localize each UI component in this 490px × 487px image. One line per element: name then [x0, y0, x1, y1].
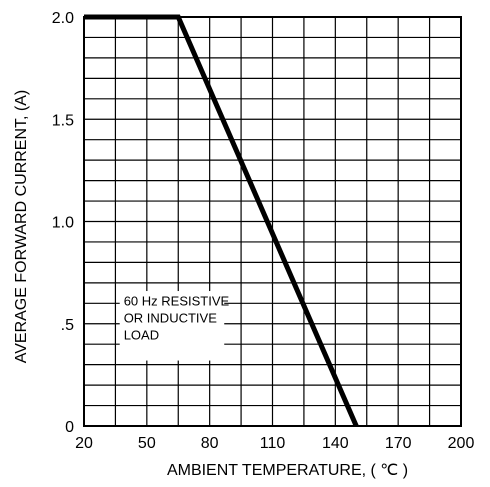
y-tick-label: 0 [65, 419, 74, 436]
tick-labels: 20 50 80 110 140 170 200 0 .5 1.0 1.5 2.0 [52, 10, 475, 452]
y-tick-label: 1.0 [52, 215, 74, 232]
x-tick-label: 110 [260, 435, 286, 452]
annotation-line-3: LOAD [124, 327, 159, 342]
x-tick-label: 80 [201, 435, 219, 452]
series-line [84, 14, 359, 427]
y-tick-label: 2.0 [52, 10, 74, 27]
y-tick-label: .5 [61, 317, 74, 334]
load-annotation: 60 Hz RESISTIVE OR INDUCTIVE LOAD [119, 291, 230, 361]
annotation-line-2: OR INDUCTIVE [124, 310, 218, 325]
x-tick-label: 50 [138, 435, 156, 452]
x-tick-label: 140 [322, 435, 349, 452]
x-axis-title: AMBIENT TEMPERATURE, ( ℃ ) [167, 462, 408, 479]
annotation-line-1: 60 Hz RESISTIVE [124, 293, 230, 308]
series-group [84, 14, 359, 427]
plot-frame [83, 16, 462, 427]
x-tick-label: 170 [385, 435, 412, 452]
y-axis-title: AVERAGE FORWARD CURRENT, (A) [13, 90, 30, 364]
x-tick-label: 20 [75, 435, 93, 452]
y-tick-label: 1.5 [52, 112, 74, 129]
x-tick-label: 200 [448, 435, 475, 452]
grid [84, 17, 461, 426]
